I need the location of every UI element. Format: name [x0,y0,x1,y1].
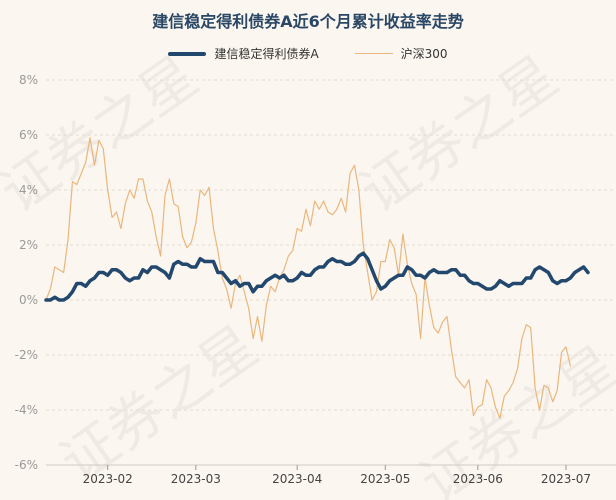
legend-swatch-fund [168,51,207,56]
legend-label-fund: 建信稳定得利债券A [214,47,319,61]
x-tick-label: 2023-04 [272,472,322,486]
y-tick-label: 6% [19,128,38,142]
x-tick-label: 2023-02 [83,472,133,486]
y-tick-label: -4% [15,403,38,417]
legend-item-index[interactable]: 沪深300 [354,45,448,62]
y-tick-label: -6% [15,458,38,472]
watermark-text: 证券之星 [49,314,270,496]
legend-swatch-index [354,53,393,54]
legend-item-fund[interactable]: 建信稳定得利债券A [168,45,319,62]
x-tick-label: 2023-07 [541,472,591,486]
x-tick-label: 2023-03 [171,472,221,486]
legend-label-index: 沪深300 [400,47,448,61]
y-tick-label: 0% [19,293,38,307]
y-tick-label: 4% [19,183,38,197]
series-line-fund [44,251,590,302]
y-tick-label: 8% [19,73,38,87]
series-layer [44,137,590,419]
y-tick-label: 2% [19,238,38,252]
axis-layer: 8% 6% 4% 2% 0% -2% -4% -6% 2023-02 2023-03 2023-04… [15,73,616,486]
watermark-layer: 证券之星证券之星证券之星证券之星 [0,44,616,500]
x-tick-label: 2023-06 [453,472,503,486]
x-tick-label: 2023-05 [360,472,410,486]
y-tick-label: -2% [15,348,38,362]
legend: 建信稳定得利债券A 沪深300 [0,45,616,62]
series-line-index [45,137,571,419]
chart-title: 建信稳定得利债券A近6个月累计收益率走势 [152,12,464,31]
